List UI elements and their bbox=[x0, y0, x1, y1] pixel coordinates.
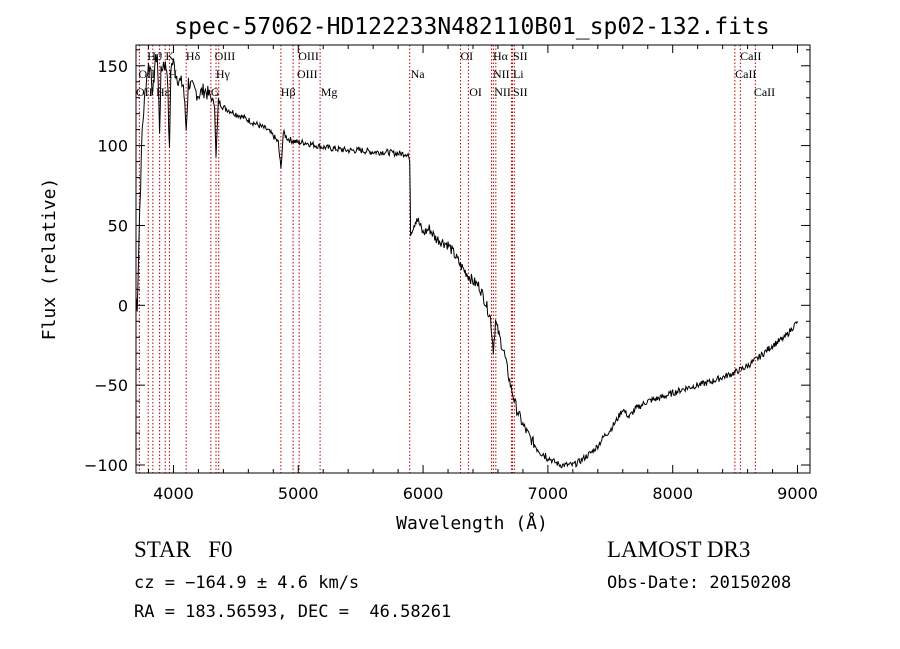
x-tick-label: 7000 bbox=[528, 484, 569, 503]
survey-name: LAMOST DR3 bbox=[607, 537, 751, 562]
line-label: OI bbox=[469, 85, 482, 99]
y-tick-label: 0 bbox=[118, 296, 128, 315]
emission-line-markers bbox=[138, 45, 756, 473]
line-label: Hγ bbox=[216, 67, 231, 81]
y-axis-ticks: −100 −50 0 50 100 150 bbox=[84, 49, 810, 475]
observation-date: Obs-Date: 20150208 bbox=[607, 573, 792, 593]
spectrum-series bbox=[135, 54, 798, 469]
line-label: Na bbox=[411, 67, 426, 81]
x-tick-label: 9000 bbox=[777, 484, 818, 503]
ra-dec-coordinates: RA = 183.56593, DEC = 46.58261 bbox=[134, 602, 452, 622]
line-label: G bbox=[211, 85, 220, 99]
line-label: OIII bbox=[298, 49, 319, 63]
object-class: STAR F0 bbox=[134, 537, 233, 562]
x-tick-label: 5000 bbox=[278, 484, 319, 503]
line-label: CaII bbox=[754, 85, 775, 99]
x-tick-label: 6000 bbox=[403, 484, 444, 503]
line-label: OIII bbox=[297, 67, 318, 81]
line-label: CaII bbox=[740, 49, 761, 63]
y-tick-label: −50 bbox=[94, 376, 128, 395]
flux-line bbox=[135, 54, 798, 469]
line-label: Li bbox=[513, 67, 524, 81]
line-label: OII bbox=[138, 67, 155, 81]
y-tick-label: −100 bbox=[84, 456, 128, 475]
line-label: Hδ bbox=[186, 49, 201, 63]
line-label: Hε bbox=[156, 85, 170, 99]
line-label: NII bbox=[493, 67, 510, 81]
y-tick-label: 50 bbox=[108, 216, 128, 235]
line-label: H bbox=[168, 67, 177, 81]
y-axis-label: Flux (relative) bbox=[39, 178, 60, 341]
line-label: Mg bbox=[321, 85, 338, 99]
line-label: OII bbox=[136, 85, 153, 99]
line-label: NII bbox=[494, 85, 511, 99]
line-label: OI bbox=[461, 49, 474, 63]
line-label: SII bbox=[513, 85, 528, 99]
line-label: OIII bbox=[215, 49, 236, 63]
x-tick-label: 4000 bbox=[153, 484, 194, 503]
line-label: Hϑ bbox=[147, 49, 162, 63]
line-label: CaII bbox=[735, 67, 756, 81]
line-labels: Hϑ K Hδ OIII OIII OI Hα SII CaII OII H Hγ OIII Na NII L… bbox=[136, 49, 775, 99]
y-tick-label: 150 bbox=[97, 57, 128, 76]
line-label: SII bbox=[513, 49, 528, 63]
line-label: Hα bbox=[493, 49, 509, 63]
x-tick-label: 8000 bbox=[652, 484, 693, 503]
redshift-velocity: cz = −164.9 ± 4.6 km/s bbox=[134, 573, 360, 593]
x-axis-label: Wavelength (Å) bbox=[396, 512, 548, 534]
plot-frame bbox=[135, 44, 811, 474]
x-axis-ticks: 4000 5000 6000 7000 8000 9000 bbox=[147, 45, 818, 503]
line-label: Hβ bbox=[281, 85, 296, 99]
y-tick-label: 100 bbox=[97, 137, 128, 156]
line-label: K bbox=[165, 49, 174, 63]
chart-title: spec-57062-HD122233N482110B01_sp02-132.f… bbox=[174, 14, 769, 40]
